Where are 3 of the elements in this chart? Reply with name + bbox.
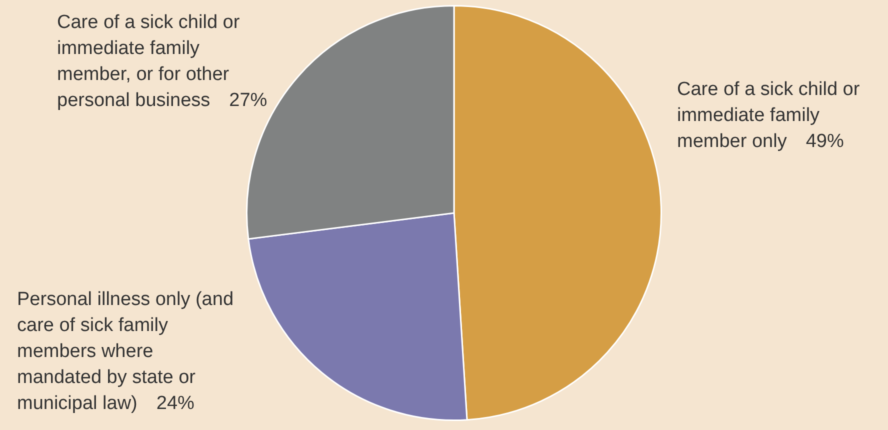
data-label: 27% xyxy=(229,90,268,111)
data-label: 24% xyxy=(156,393,194,414)
data-label: 49% xyxy=(806,131,844,152)
